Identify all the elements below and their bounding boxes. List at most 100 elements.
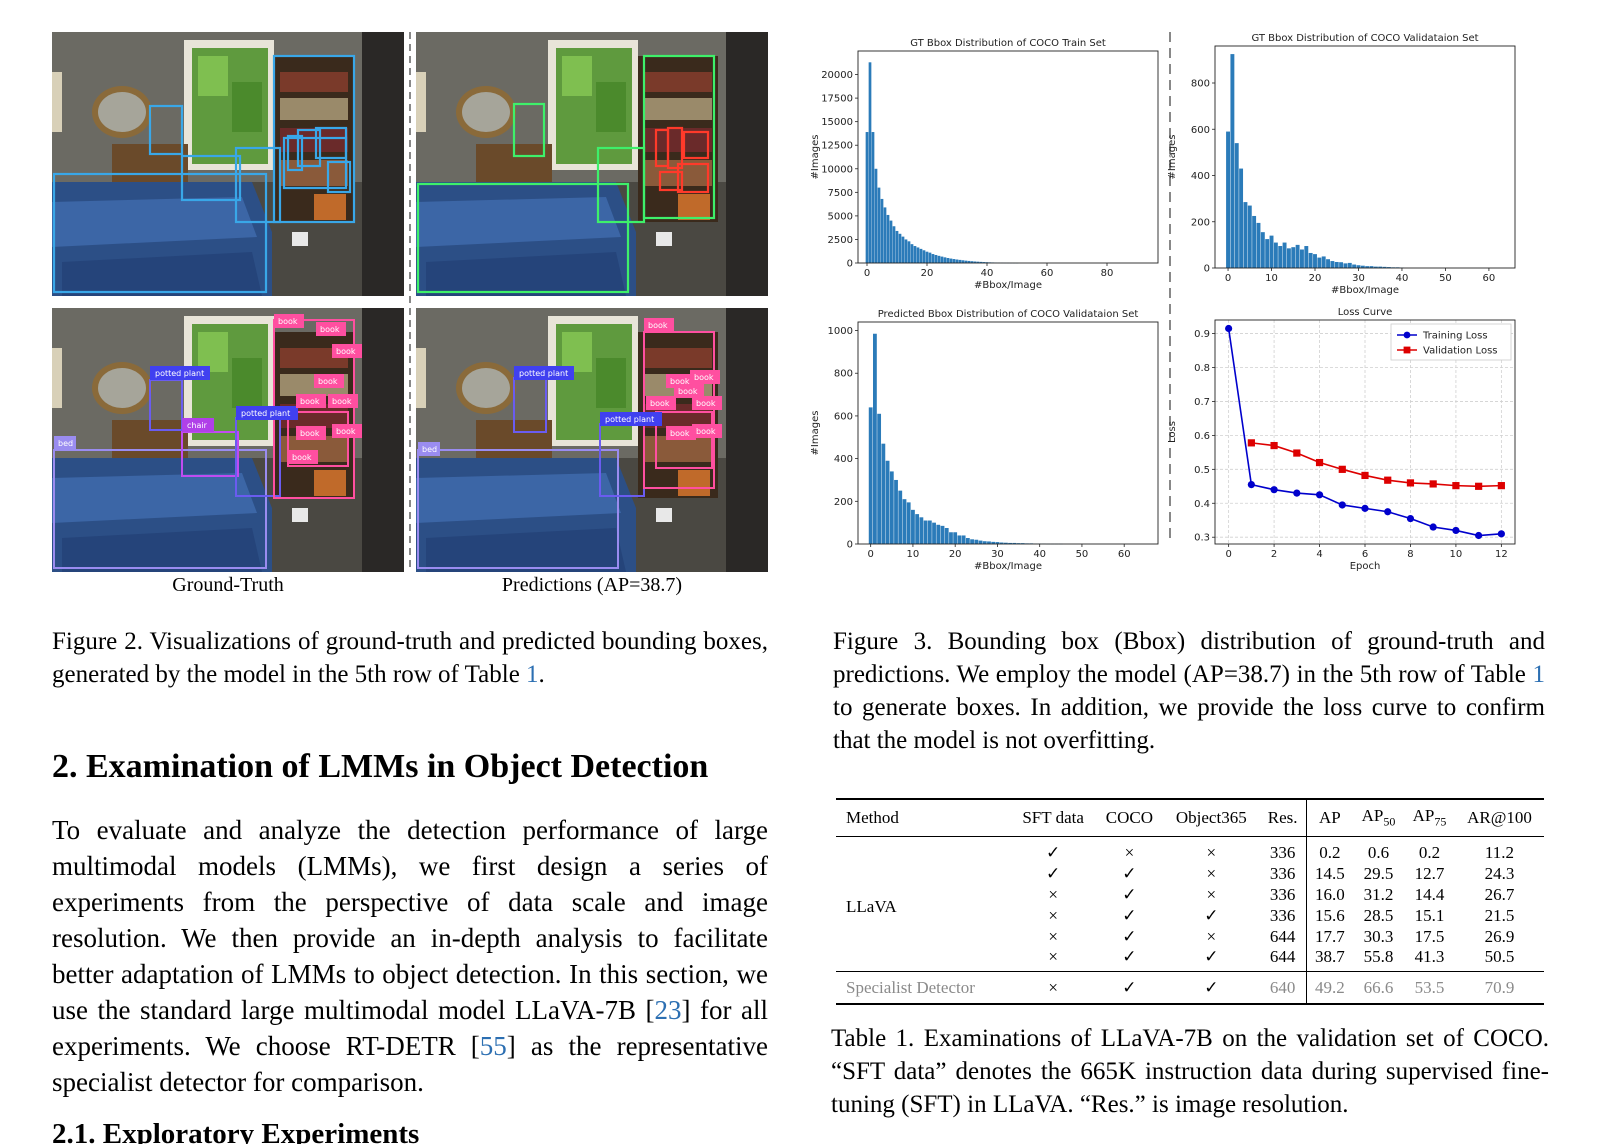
- table-cell-res: 336: [1259, 863, 1307, 885]
- label-book: book: [300, 429, 320, 438]
- histogram-bar: [1360, 265, 1365, 268]
- table-row: × ✓ ✓ 644 38.7 55.8 41.3 50.5: [836, 947, 1544, 972]
- legend-box: [1390, 323, 1512, 361]
- histogram-bar: [952, 259, 956, 263]
- label-book: book: [320, 325, 340, 334]
- histogram-bar: [1300, 249, 1304, 268]
- table-row-specialist: Specialist Detector × ✓ ✓ 640 49.2 66.6 53.5 70.…: [836, 971, 1544, 1005]
- histogram-bar: [982, 541, 987, 544]
- table-cell-ar: 50.5: [1484, 947, 1515, 967]
- label-book: book: [336, 347, 356, 356]
- y-tick-label: 600: [834, 411, 853, 422]
- histogram-bar: [1234, 143, 1239, 268]
- data-point: [1247, 481, 1255, 489]
- histogram-bar: [894, 479, 898, 544]
- table-cell-o365: ×: [1206, 884, 1217, 904]
- data-point: [1406, 479, 1415, 487]
- table-cell-sft: ✓: [1046, 843, 1061, 863]
- histogram-bar: [940, 525, 945, 544]
- legend-marker: [1403, 346, 1411, 354]
- x-tick-label: 20: [1309, 273, 1322, 284]
- label-book: book: [292, 453, 312, 462]
- y-tick-label: 20000: [821, 70, 853, 81]
- x-tick-label: 50: [1076, 549, 1089, 560]
- table-cell-ar: 26.9: [1484, 926, 1515, 946]
- body-text: To evaluate and analyze the detection pe…: [52, 815, 768, 1025]
- series-line: [1251, 442, 1502, 488]
- data-point: [1497, 530, 1505, 538]
- table-cell-ap75: 14.4: [1414, 884, 1445, 904]
- table-reference-link[interactable]: 1: [526, 661, 539, 688]
- table-cell-coco: ✓: [1122, 905, 1137, 925]
- table-cell-ap50: 66.6: [1352, 971, 1404, 1005]
- x-tick-label: 60: [1118, 549, 1131, 560]
- histogram-bar: [1286, 248, 1291, 268]
- histogram-bar: [940, 256, 944, 263]
- histogram-bar: [1012, 542, 1017, 544]
- histogram-bar: [958, 259, 962, 263]
- histogram-bar: [885, 460, 890, 544]
- table-1-caption: Table 1. Examinations of LLaVA-7B on the…: [831, 1025, 1549, 1118]
- histogram-bar: [1352, 264, 1357, 268]
- table-reference-link[interactable]: 1: [1532, 661, 1546, 688]
- data-point: [1293, 489, 1301, 497]
- histogram-bar: [881, 443, 886, 544]
- histogram-bar: [919, 248, 923, 263]
- table-cell-coco: ✓: [1122, 884, 1137, 904]
- histogram-bar: [1252, 215, 1257, 268]
- data-point: [1270, 441, 1278, 450]
- legend-label: Validation Loss: [1423, 346, 1498, 357]
- label-book: book: [694, 373, 714, 382]
- table-cell-ap75: 41.3: [1414, 947, 1445, 967]
- histogram-bar: [1230, 54, 1235, 268]
- histogram-bar: [1347, 262, 1352, 268]
- x-tick-label: 10: [907, 549, 920, 560]
- histogram-bar: [1282, 242, 1287, 268]
- caption-text: to generate boxes. In addition, we provi…: [833, 694, 1545, 754]
- histogram-bar: [976, 261, 980, 263]
- separator-line: [409, 32, 411, 572]
- citation-link[interactable]: 23: [654, 995, 682, 1025]
- table-cell-res: 644: [1259, 947, 1307, 972]
- caption-text: Figure 3. Bounding box (Bbox) distributi…: [833, 628, 1545, 688]
- legend-marker: [1403, 331, 1411, 339]
- table-cell-res: 336: [1259, 836, 1307, 864]
- table-cell-method: Specialist Detector: [836, 971, 1011, 1005]
- y-tick-label: 0.8: [1194, 363, 1210, 374]
- histogram-bar: [944, 527, 949, 544]
- histogram-bar: [1382, 266, 1387, 268]
- table-row: × ✓ × 644 17.7 30.3 17.5 26.9: [836, 926, 1544, 948]
- table-cell-ap75: 0.2: [1418, 843, 1441, 863]
- table-cell-o365: ×: [1206, 843, 1217, 863]
- histogram-bar: [1273, 242, 1278, 268]
- table-cell-o365: ×: [1206, 863, 1217, 883]
- x-tick-label: 30: [991, 549, 1004, 560]
- histogram-bar: [970, 539, 974, 544]
- table-cell-sft: ×: [1048, 905, 1058, 925]
- histogram-bar: [1278, 246, 1283, 268]
- histogram-bar: [1308, 252, 1313, 268]
- table-cell-ap: 0.2: [1319, 843, 1341, 863]
- table-cell-coco: ×: [1124, 843, 1135, 863]
- x-tick-label: 4: [1316, 549, 1322, 560]
- table-cell-ap: 16.0: [1314, 884, 1345, 904]
- x-axis-label: Epoch: [1350, 561, 1381, 572]
- table-cell-res: 640: [1259, 971, 1307, 1005]
- table-cell-ap75: 17.5: [1414, 926, 1445, 946]
- header-object365: Object365: [1163, 798, 1260, 838]
- caption-text: .: [538, 661, 545, 688]
- bedroom-photo: [52, 32, 404, 296]
- histogram-bar: [922, 250, 926, 263]
- y-axis-label: #Images: [810, 411, 821, 456]
- histogram-bar: [907, 241, 911, 263]
- label-book: book: [696, 427, 716, 436]
- citation-link[interactable]: 55: [479, 1031, 507, 1061]
- table-cell-ap50: 29.5: [1363, 863, 1394, 883]
- data-point: [1293, 449, 1301, 457]
- histogram-bar: [1334, 261, 1339, 268]
- header-ar100: AR@100: [1454, 798, 1544, 838]
- section-body: To evaluate and analyze the detection pe…: [52, 812, 768, 1100]
- histogram-bar: [987, 541, 991, 544]
- data-point: [1475, 531, 1483, 540]
- y-tick-label: 600: [1191, 125, 1210, 136]
